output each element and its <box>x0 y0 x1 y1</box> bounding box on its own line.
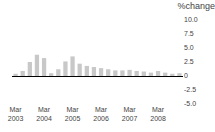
svg-text:Mar2005: Mar2005 <box>65 106 81 122</box>
svg-text:%change: %change <box>177 1 215 11</box>
svg-text:2.5: 2.5 <box>184 58 194 65</box>
svg-text:Mar2008: Mar2008 <box>150 106 166 122</box>
svg-text:Mar2003: Mar2003 <box>8 106 24 122</box>
svg-text:10.0: 10.0 <box>184 16 198 23</box>
svg-text:-5.0: -5.0 <box>184 100 196 107</box>
svg-text:Mar2007: Mar2007 <box>122 106 138 122</box>
svg-text:7.5: 7.5 <box>184 30 194 37</box>
svg-text:0: 0 <box>184 72 188 79</box>
svg-text:-2.5: -2.5 <box>184 86 196 93</box>
svg-text:Mar2006: Mar2006 <box>93 106 109 122</box>
svg-text:5.0: 5.0 <box>184 44 194 51</box>
svg-text:Mar2004: Mar2004 <box>36 106 52 122</box>
